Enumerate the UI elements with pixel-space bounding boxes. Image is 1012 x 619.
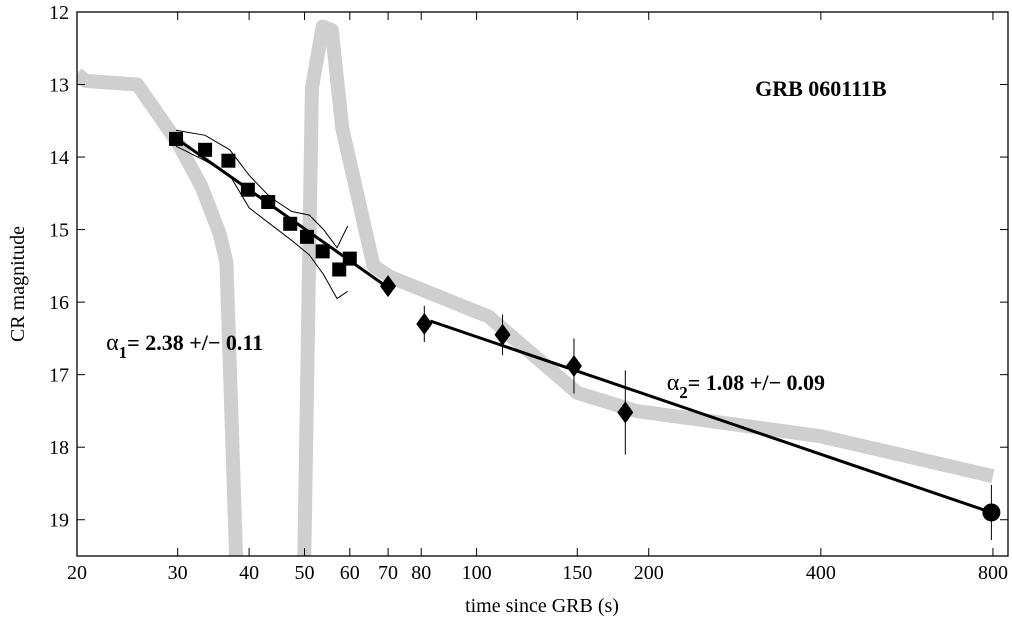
data-point-diamond xyxy=(565,354,582,377)
x-tick-label: 20 xyxy=(67,562,87,584)
fit-line-alpha2 xyxy=(429,319,992,514)
x-tick-label: 800 xyxy=(978,562,1008,584)
alpha2-symbol: α xyxy=(667,370,680,396)
alpha2-annotation: α2= 1.08 +/− 0.09 xyxy=(667,370,825,402)
gray-model-curve xyxy=(77,19,995,556)
x-tick-label: 60 xyxy=(340,562,360,584)
data-point-square xyxy=(198,142,213,157)
alpha2-value: = 1.08 +/− 0.09 xyxy=(688,370,825,395)
y-tick-label: 19 xyxy=(49,510,69,532)
x-tick-label: 100 xyxy=(462,562,492,584)
data-point-square xyxy=(240,182,255,197)
data-point-diamond xyxy=(416,312,433,335)
y-tick-label: 15 xyxy=(49,220,69,242)
y-tick-label: 12 xyxy=(49,2,69,24)
data-point-diamond xyxy=(380,275,397,298)
y-tick-label: 16 xyxy=(49,292,69,314)
data-point-square xyxy=(261,195,276,210)
x-tick-label: 70 xyxy=(378,562,398,584)
grb-label: GRB 060111B xyxy=(755,76,887,101)
x-tick-label: 400 xyxy=(806,562,836,584)
alpha2-subscript: 2 xyxy=(679,383,688,402)
x-tick-label: 40 xyxy=(239,562,259,584)
data-point-diamond xyxy=(494,323,511,346)
data-point-square xyxy=(315,244,330,259)
x-tick-label: 30 xyxy=(168,562,188,584)
error-band-lower xyxy=(175,145,348,300)
x-tick-label: 80 xyxy=(411,562,431,584)
error-band-upper xyxy=(175,129,349,249)
y-tick-label: 18 xyxy=(49,437,69,459)
alpha1-annotation: α1= 2.38 +/− 0.11 xyxy=(106,330,263,362)
gray-curve-layer xyxy=(77,19,995,556)
y-axis-title: CR magnitude xyxy=(7,226,29,342)
data-point-square xyxy=(221,153,236,168)
data-point-square xyxy=(283,216,298,231)
x-tick-label: 150 xyxy=(562,562,592,584)
y-tick-label: 17 xyxy=(49,365,69,387)
alpha1-subscript: 1 xyxy=(119,343,128,362)
y-tick-label: 14 xyxy=(49,147,69,169)
alpha1-symbol: α xyxy=(106,330,119,356)
alpha1-value: = 2.38 +/− 0.11 xyxy=(127,330,263,355)
x-tick-label: 50 xyxy=(295,562,315,584)
data-point-square xyxy=(299,229,314,244)
plot-frame xyxy=(76,11,1009,557)
data-point-diamond xyxy=(617,401,634,424)
x-tick-label: 200 xyxy=(634,562,664,584)
data-point-square xyxy=(169,131,184,146)
markers-layer xyxy=(169,131,1001,522)
x-axis-title: time since GRB (s) xyxy=(465,595,619,617)
data-point-square xyxy=(342,251,357,266)
data-point-circle xyxy=(982,503,1001,522)
data-point-square xyxy=(332,262,347,277)
y-tick-label: 13 xyxy=(49,75,69,97)
fit-lines-layer xyxy=(175,136,992,514)
ticks-layer: 20 30 40 50 60 70 80 100 150 200 400 80012131415161… xyxy=(49,2,1008,584)
